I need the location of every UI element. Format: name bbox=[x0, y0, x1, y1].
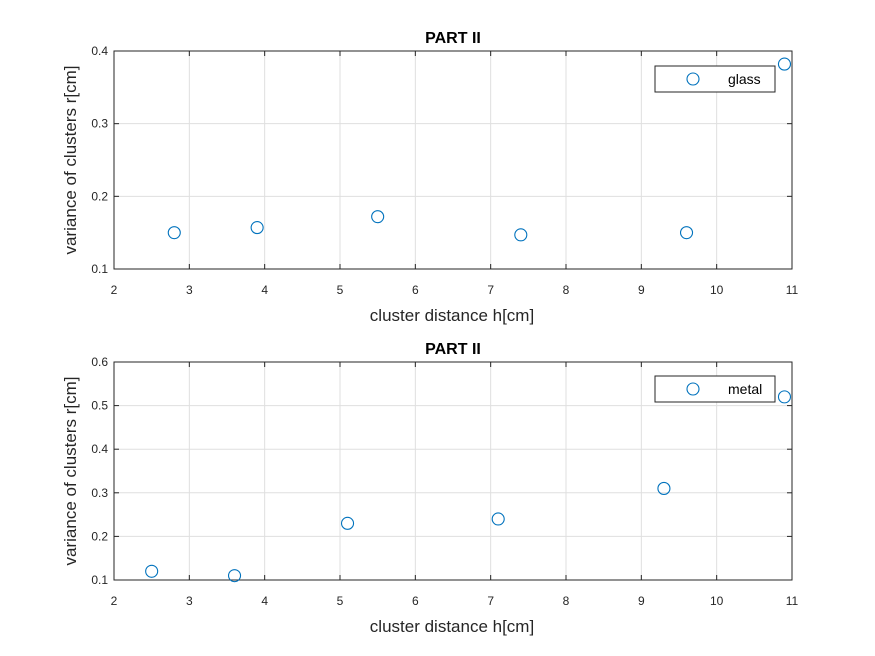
plot-2: 2 3 4 5 6 7 8 9 10 11 0.1 0.2 0.3 0.4 0.5 0.6 PART II clu… bbox=[61, 341, 799, 636]
legend: metal bbox=[654, 375, 776, 403]
data-point bbox=[657, 481, 671, 495]
legend-marker bbox=[686, 382, 700, 396]
x-tick-label: 7 bbox=[487, 594, 494, 608]
x-tick-label: 10 bbox=[710, 283, 724, 297]
legend-label: metal bbox=[728, 381, 762, 397]
y-tick-label: 0.4 bbox=[91, 442, 108, 456]
x-tick-label: 4 bbox=[261, 594, 268, 608]
y-tick-label: 0.4 bbox=[91, 44, 108, 58]
y-tick-label: 0.3 bbox=[91, 117, 108, 131]
data-point bbox=[777, 57, 792, 71]
x-tick-label: 2 bbox=[111, 594, 118, 608]
data-point bbox=[167, 226, 181, 240]
y-tick-label: 0.3 bbox=[91, 486, 108, 500]
data-point bbox=[340, 516, 355, 530]
y-tick-label: 0.1 bbox=[91, 262, 108, 276]
chart-title: PART II bbox=[425, 30, 481, 47]
x-tick-label: 2 bbox=[111, 283, 118, 297]
x-tick-label: 5 bbox=[337, 594, 344, 608]
legend-box bbox=[654, 375, 776, 403]
y-axis-label: variance of clusters r[cm] bbox=[61, 66, 80, 255]
x-tick-label: 8 bbox=[563, 594, 570, 608]
legend: glass bbox=[654, 65, 776, 93]
series-glass bbox=[167, 57, 792, 242]
plots: 2 3 4 5 6 7 8 9 10 11 0.1 0.2 0.3 0.4 PART II cluster d… bbox=[61, 30, 799, 636]
axes-box bbox=[113, 361, 793, 581]
legend-marker bbox=[686, 72, 700, 86]
data-point bbox=[250, 221, 264, 235]
x-tick-label: 4 bbox=[261, 283, 268, 297]
y-tick-label: 0.2 bbox=[91, 529, 108, 543]
x-tick-label: 7 bbox=[487, 283, 494, 297]
x-tick-label: 8 bbox=[563, 283, 570, 297]
legend-box bbox=[654, 65, 776, 93]
data-point bbox=[145, 564, 159, 578]
data-point bbox=[371, 210, 385, 224]
axes-box bbox=[113, 50, 793, 270]
data-point bbox=[514, 228, 528, 242]
series-metal bbox=[145, 390, 792, 583]
data-point bbox=[227, 569, 242, 583]
x-axis-label: cluster distance h[cm] bbox=[370, 617, 534, 636]
chart-title: PART II bbox=[425, 341, 481, 358]
data-point bbox=[491, 512, 505, 526]
x-tick-label: 11 bbox=[786, 594, 799, 608]
x-tick-label: 5 bbox=[337, 283, 344, 297]
x-tick-label: 3 bbox=[186, 283, 193, 297]
y-axis-label: variance of clusters r[cm] bbox=[61, 377, 80, 566]
legend-label: glass bbox=[728, 71, 761, 87]
y-tick-label: 0.1 bbox=[91, 573, 108, 587]
x-tick-label: 6 bbox=[412, 594, 419, 608]
x-tick-label: 9 bbox=[638, 594, 645, 608]
y-tick-label: 0.2 bbox=[91, 189, 108, 203]
x-tick-label: 9 bbox=[638, 283, 645, 297]
y-tick-label: 0.5 bbox=[91, 399, 108, 413]
x-tick-label: 10 bbox=[710, 594, 724, 608]
x-axis-label: cluster distance h[cm] bbox=[370, 306, 534, 325]
data-point bbox=[679, 226, 694, 240]
data-point bbox=[777, 390, 792, 404]
x-tick-label: 6 bbox=[412, 283, 419, 297]
plot-1: 2 3 4 5 6 7 8 9 10 11 0.1 0.2 0.3 0.4 PART II cluster d… bbox=[61, 30, 799, 325]
x-tick-label: 3 bbox=[186, 594, 193, 608]
y-tick-label: 0.6 bbox=[91, 355, 108, 369]
x-tick-label: 11 bbox=[786, 283, 799, 297]
